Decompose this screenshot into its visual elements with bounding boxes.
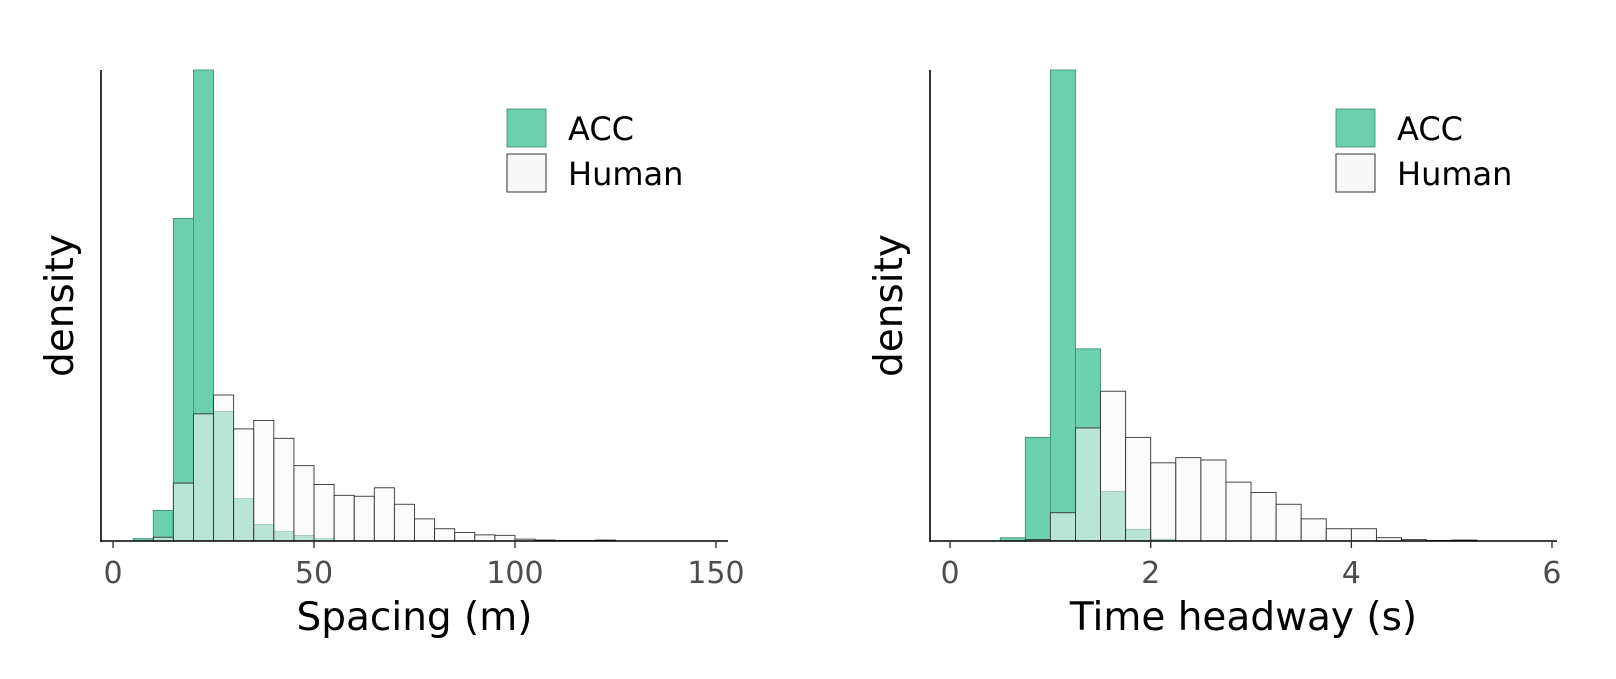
legend-swatch-acc [1335,108,1376,148]
human-bar [474,534,496,542]
human-bar [1250,492,1277,542]
human-bar [454,532,476,542]
human-bar [213,394,235,542]
human-bar [1075,427,1101,542]
x-tick-label: 150 [687,556,744,591]
acc-bar [1049,69,1076,542]
legend-label-acc: ACC [1397,110,1463,148]
human-bar [494,534,516,542]
human-bar [1350,528,1377,542]
legend-label-acc: ACC [568,110,634,148]
acc-bar [152,509,174,542]
human-bar [1150,462,1177,542]
human-bar [1175,457,1202,542]
legend-label-human: Human [1397,155,1512,193]
human-bar [434,528,456,542]
human-bar [192,413,214,542]
legend: ACC Human [506,108,683,193]
human-bar [273,437,295,542]
legend: ACC Human [1335,108,1512,193]
human-bar [1300,518,1327,542]
human-bar [1275,503,1302,542]
x-tick-label: 0 [941,556,960,591]
x-axis-title: Spacing (m) [297,595,533,640]
x-tick-label: 0 [104,556,123,591]
human-bar [373,487,395,542]
legend-label-human: Human [568,155,683,193]
y-axis-title: density [867,234,912,377]
human-bar [1049,512,1076,542]
legend-swatch-human [1335,153,1376,193]
x-tick-label: 2 [1141,556,1160,591]
human-bar [313,484,335,542]
human-bar [172,482,194,542]
y-axis-title: density [38,234,83,377]
time-headway-histogram-panel: 0 2 4 6 Time headway (s) density ACC Human [867,69,1562,640]
acc-bar [1024,436,1051,542]
x-axis-title: Time headway (s) [1069,595,1417,640]
human-bar [393,503,415,542]
human-bar [353,495,375,542]
x-tick-label: 100 [486,556,543,591]
human-bar [1225,481,1252,542]
human-bar [233,428,255,542]
x-tick-label: 4 [1342,556,1361,591]
human-bar [1125,436,1152,542]
x-tick-label: 6 [1542,556,1561,591]
human-bar [1200,459,1227,542]
human-bar [414,518,436,542]
human-bar [333,494,355,542]
human-bar [1325,528,1352,542]
legend-swatch-human [506,153,547,193]
human-bar [253,419,275,542]
legend-swatch-acc [506,108,547,148]
x-tick-label: 50 [295,556,333,591]
human-bar [293,465,315,542]
human-bar [1100,390,1127,542]
spacing-histogram-panel: 0 50 100 150 Spacing (m) density ACC Human [38,69,745,640]
